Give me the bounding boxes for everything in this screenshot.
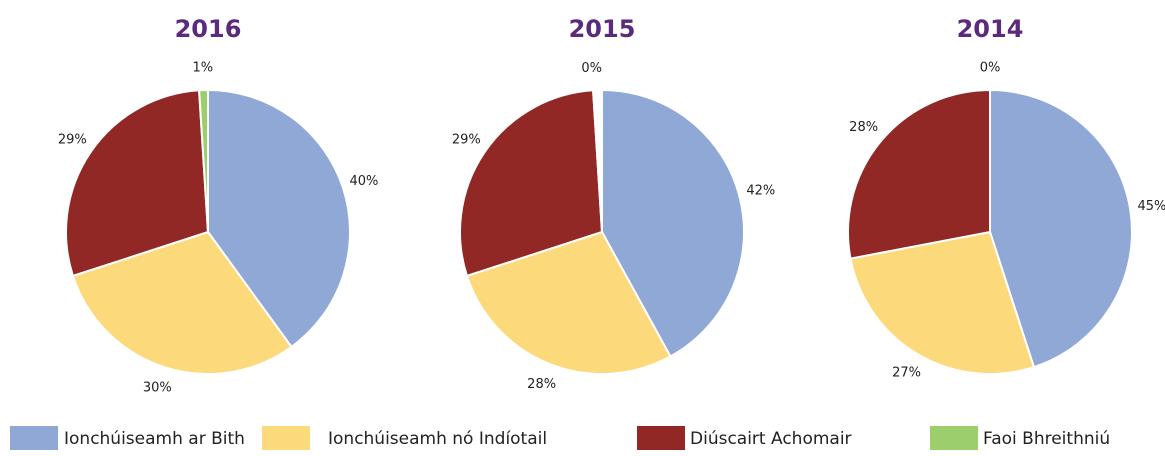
legend-swatch: [637, 426, 685, 450]
pie-slice: [465, 230, 672, 375]
data-label: 42%: [746, 184, 775, 199]
pie-slice: [989, 88, 1133, 369]
pie-slice: [71, 230, 293, 375]
data-label: 28%: [527, 377, 556, 392]
legend-label: Ionchúiseamh ar Bith: [64, 429, 245, 449]
legend-swatch: [10, 426, 58, 450]
pie-slice: [592, 90, 603, 233]
data-label: 40%: [350, 174, 379, 189]
chart-title: 2015: [569, 15, 636, 43]
chart-title: 2016: [175, 15, 242, 43]
data-label: 30%: [143, 380, 172, 395]
chart-title: 2014: [957, 15, 1024, 43]
pie-slice: [459, 89, 604, 278]
data-label: 29%: [452, 132, 481, 147]
pie-slice: [198, 88, 209, 233]
data-label: 28%: [849, 120, 878, 135]
data-label: 0%: [581, 61, 602, 76]
data-label: 1%: [193, 61, 214, 76]
data-label: 45%: [1138, 199, 1165, 214]
legend-swatch: [930, 426, 978, 450]
data-label: 29%: [58, 132, 87, 147]
legend-label: Diúscairt Achomair: [690, 429, 852, 449]
legend-label: Faoi Bhreithniú: [983, 429, 1110, 449]
pie-slice: [847, 88, 991, 260]
pie-slice: [65, 89, 210, 278]
legend-swatch: [262, 426, 310, 450]
pie-slice: [207, 88, 351, 349]
data-label: 0%: [980, 61, 1001, 76]
legend-label: Ionchúiseamh nó Indíotail: [328, 429, 547, 449]
pie-slice: [601, 88, 745, 358]
pie-slice: [849, 230, 1036, 375]
data-label: 27%: [892, 366, 921, 381]
